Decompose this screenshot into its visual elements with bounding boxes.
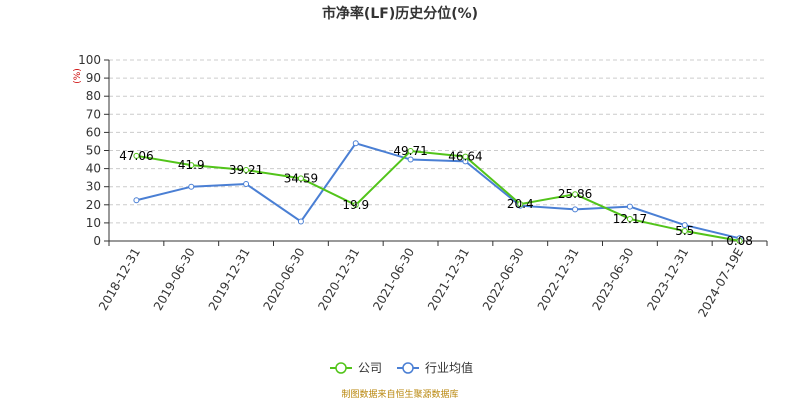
data-label-company: 49.71 [393, 144, 427, 158]
data-label-company: 47.06 [119, 149, 153, 163]
series-line-company [136, 149, 740, 242]
data-label-company: 0.08 [726, 234, 753, 248]
x-tick-label: 2021-12-31 [425, 245, 472, 312]
data-point-industry [243, 180, 250, 187]
y-tick-label: 30 [86, 180, 101, 194]
y-tick-label: 10 [86, 216, 101, 230]
y-tick-label: 0 [93, 234, 101, 248]
data-point-company [243, 167, 250, 174]
data-label-company: 25.86 [558, 187, 592, 201]
legend-item-company-marker [335, 362, 347, 374]
data-label-company: 20.4 [507, 197, 534, 211]
data-label-company: 46.64 [448, 150, 482, 164]
x-tick-label: 2019-12-31 [206, 245, 253, 312]
data-point-company [517, 201, 524, 208]
data-point-company [572, 191, 579, 198]
x-tick-label: 2022-06-30 [480, 246, 527, 313]
data-label-company: 19.9 [342, 198, 369, 212]
data-point-company [626, 215, 633, 222]
data-point-industry [188, 183, 195, 190]
data-label-company: 12.17 [613, 212, 647, 226]
legend-item-industry-label: 行业均值 [425, 360, 473, 375]
legend-item-industry-marker [402, 362, 414, 374]
y-tick-label: 100 [78, 53, 101, 67]
y-tick-label: 20 [86, 198, 101, 212]
source-note: 制图数据来自恒生聚源数据库 [341, 388, 458, 400]
y-tick-label: 90 [86, 71, 101, 85]
data-point-company [407, 148, 414, 155]
data-point-industry [352, 140, 359, 147]
x-tick-label: 2020-12-31 [315, 246, 362, 313]
data-label-company: 41.9 [178, 158, 205, 172]
data-point-industry [297, 218, 304, 225]
x-tick-label: 2019-06-30 [151, 246, 198, 313]
data-point-company [736, 237, 743, 244]
x-tick-label: 2023-06-30 [590, 246, 637, 313]
x-tick-label: 2022-12-31 [535, 246, 582, 313]
data-point-company [462, 153, 469, 160]
data-label-company: 34.59 [284, 171, 318, 185]
x-tick-label: 2023-12-31 [644, 246, 691, 313]
x-tick-label: 2018-12-31 [96, 246, 143, 313]
data-label-company: 5.5 [675, 224, 694, 238]
y-axis-label: (%) [73, 68, 83, 84]
data-point-industry [572, 206, 579, 213]
x-tick-label: 2021-06-30 [370, 246, 417, 313]
y-tick-label: 80 [86, 89, 101, 103]
y-tick-label: 70 [86, 107, 101, 121]
data-point-industry [681, 222, 688, 229]
legend-item-company-label: 公司 [358, 361, 382, 375]
data-point-industry [626, 203, 633, 210]
chart-title: 市净率(LF)历史分位(%) [322, 5, 478, 22]
data-label-company: 39.21 [229, 163, 263, 177]
y-tick-label: 50 [86, 144, 101, 158]
series-line-industry [136, 142, 740, 240]
data-point-industry [407, 156, 414, 163]
data-point-company [188, 162, 195, 169]
data-point-industry [133, 197, 140, 204]
data-point-company [297, 175, 304, 182]
data-point-company [352, 201, 359, 208]
x-tick-label: 2020-06-30 [261, 246, 308, 313]
data-point-company [133, 152, 140, 159]
x-tick-label: 2024-07-19E [695, 246, 746, 320]
y-tick-label: 40 [86, 162, 101, 176]
y-tick-label: 60 [86, 125, 101, 139]
data-point-company [681, 228, 688, 235]
